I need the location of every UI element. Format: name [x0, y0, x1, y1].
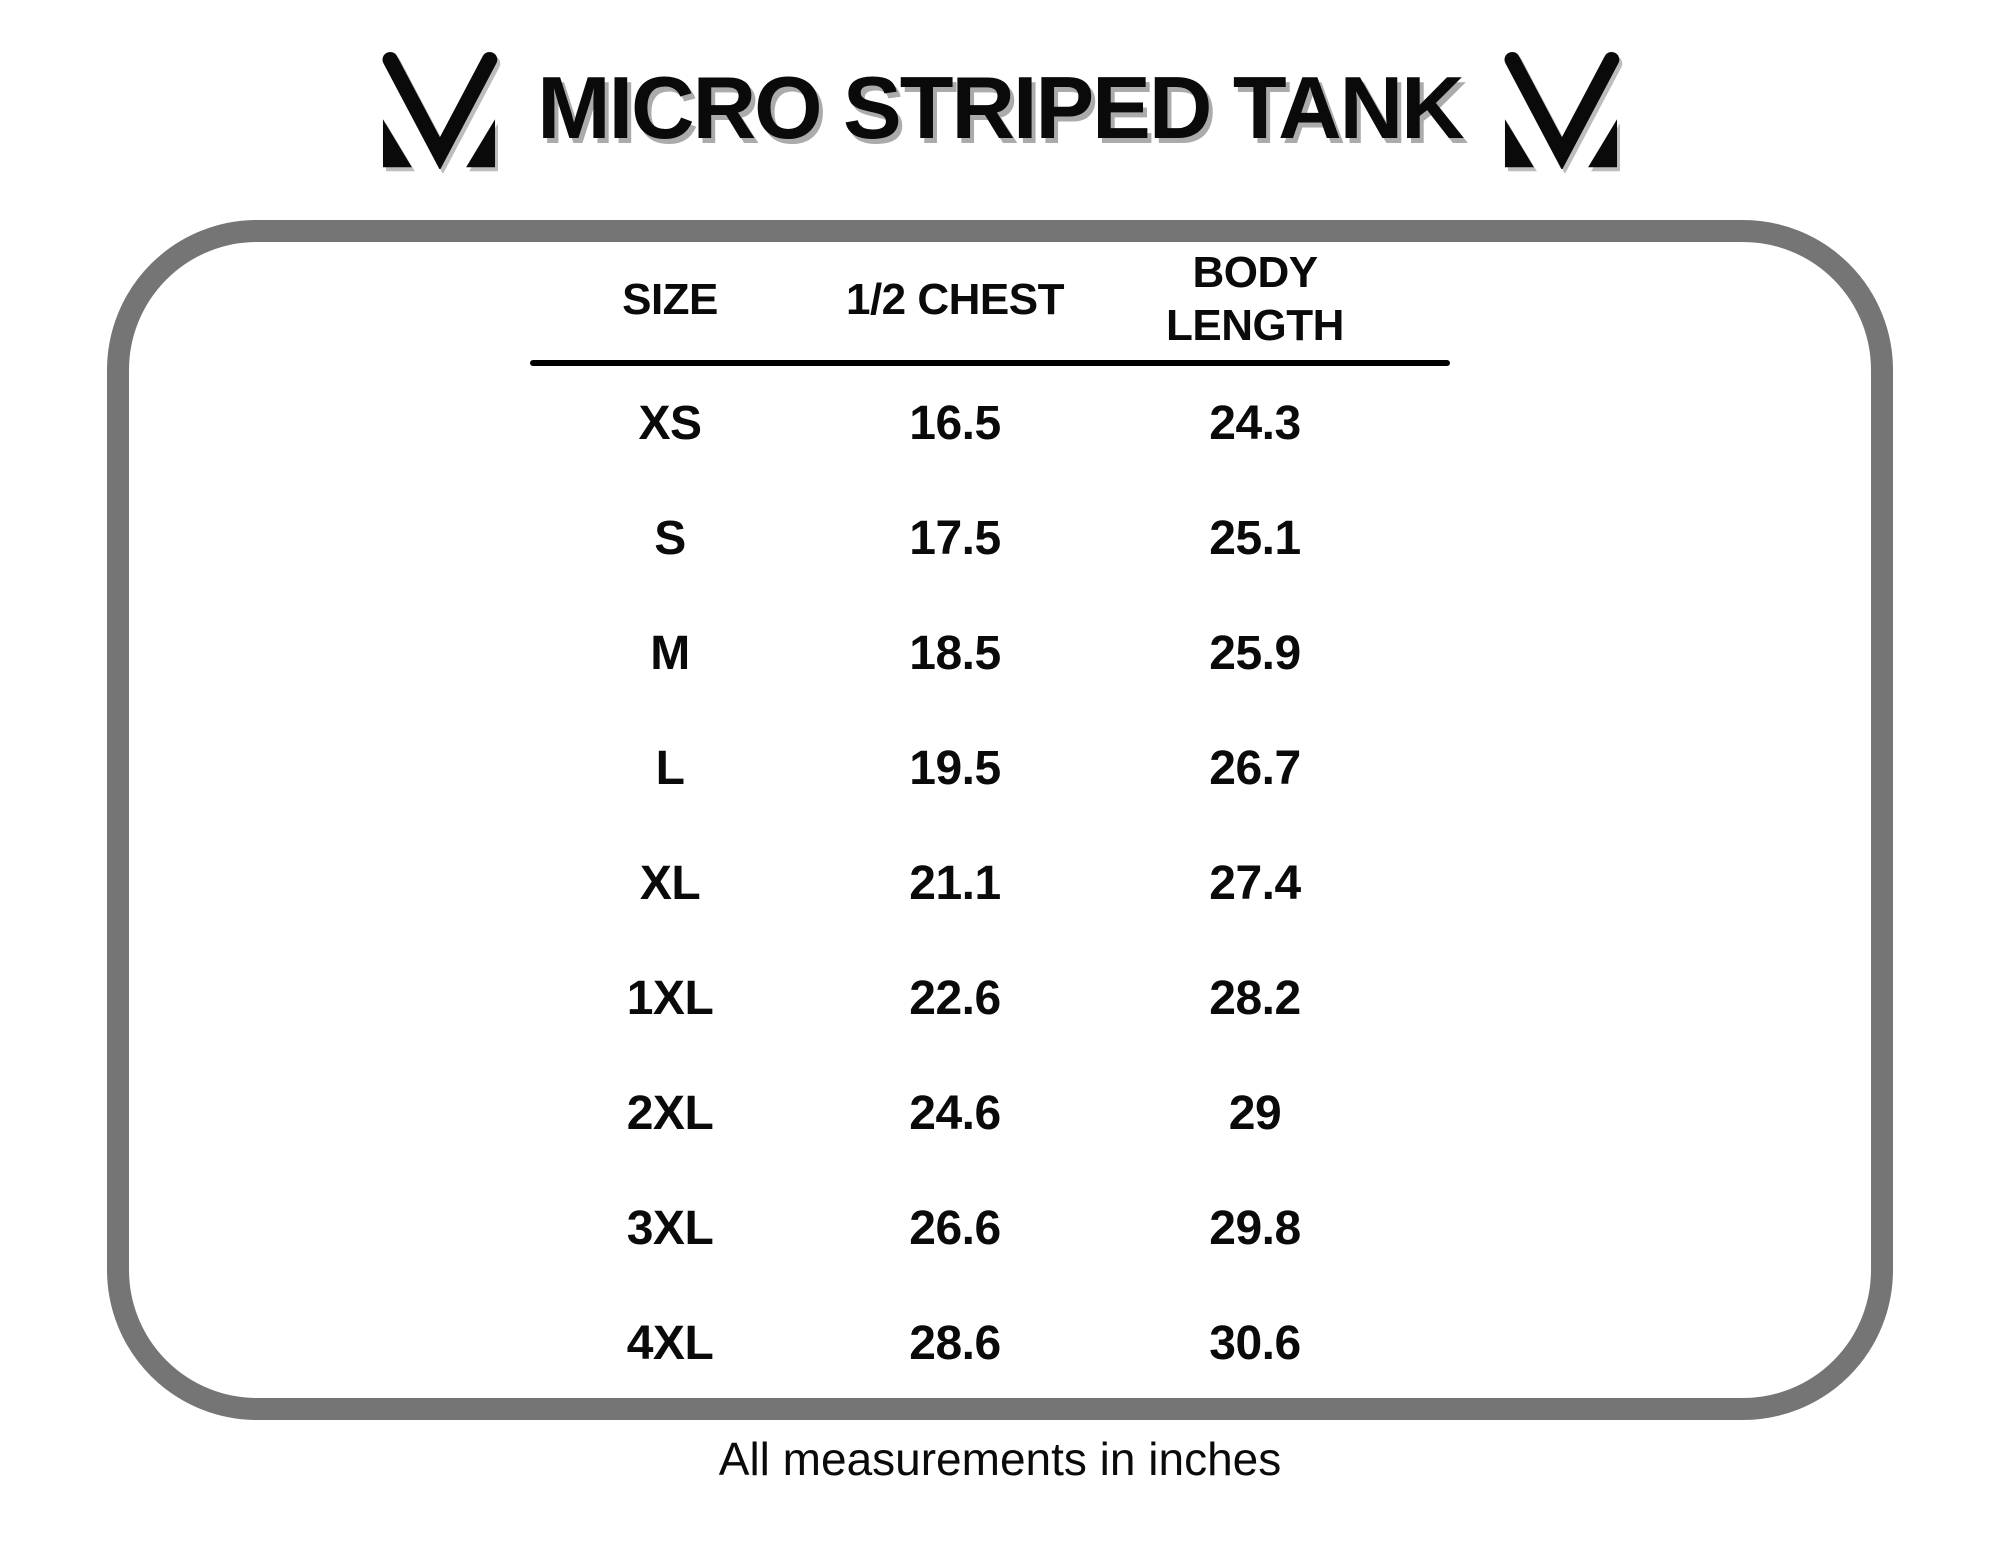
header-divider-line — [530, 360, 1450, 366]
body-length-cell: 28.2 — [1209, 972, 1301, 1025]
brand-header: MICRO STRIPED TANK — [0, 38, 2000, 178]
size-table: SIZE 1/2 CHEST BODY LENGTH XS 16.5 24.3 … — [530, 240, 1450, 1401]
m-monogram-icon — [371, 47, 507, 169]
table-row: XS 16.5 24.3 — [530, 366, 1450, 481]
m-monogram-icon — [1493, 47, 1629, 169]
body-length-cell: 25.9 — [1209, 627, 1301, 680]
half-chest-cell: 22.6 — [909, 972, 1001, 1025]
body-length-cell: 29 — [1228, 1087, 1282, 1140]
half-chest-cell: 17.5 — [909, 512, 1001, 565]
half-chest-cell: 21.1 — [909, 857, 1001, 910]
table-row: 1XL 22.6 28.2 — [530, 941, 1450, 1056]
half-chest-cell: 19.5 — [909, 742, 1001, 795]
half-chest-cell: 28.6 — [909, 1317, 1001, 1370]
table-header-row: SIZE 1/2 CHEST BODY LENGTH — [530, 240, 1450, 360]
table-row: S 17.5 25.1 — [530, 481, 1450, 596]
body-length-cell: 24.3 — [1209, 397, 1301, 450]
column-header-size: SIZE — [622, 274, 718, 324]
body-length-cell: 27.4 — [1209, 857, 1301, 910]
column-header-half-chest: 1/2 CHEST — [845, 274, 1065, 324]
body-length-cell: 30.6 — [1209, 1317, 1301, 1370]
table-row: XL 21.1 27.4 — [530, 826, 1450, 941]
table-row: 2XL 24.6 29 — [530, 1056, 1450, 1171]
size-cell: 2XL — [626, 1087, 714, 1140]
table-row: M 18.5 25.9 — [530, 596, 1450, 711]
half-chest-cell: 18.5 — [909, 627, 1001, 680]
half-chest-cell: 16.5 — [909, 397, 1001, 450]
half-chest-cell: 26.6 — [909, 1202, 1001, 1255]
table-row: L 19.5 26.7 — [530, 711, 1450, 826]
chart-frame — [107, 220, 1893, 1420]
size-cell: S — [654, 512, 686, 565]
size-cell: L — [655, 742, 685, 795]
body-length-cell: 29.8 — [1209, 1202, 1301, 1255]
size-cell: 3XL — [626, 1202, 714, 1255]
body-length-cell: 25.1 — [1209, 512, 1301, 565]
body-length-cell: 26.7 — [1209, 742, 1301, 795]
size-cell: XS — [638, 397, 702, 450]
size-cell: M — [650, 627, 690, 680]
column-header-body-length: BODY LENGTH — [1166, 248, 1344, 350]
size-cell: XL — [639, 857, 701, 910]
page-title: MICRO STRIPED TANK — [537, 58, 1464, 157]
size-cell: 1XL — [626, 972, 714, 1025]
table-row: 3XL 26.6 29.8 — [530, 1171, 1450, 1286]
measurements-note: All measurements in inches — [718, 1433, 1282, 1485]
table-row: 4XL 28.6 30.6 — [530, 1286, 1450, 1401]
table-body: XS 16.5 24.3 S 17.5 25.1 M 18.5 25.9 L 1… — [530, 366, 1450, 1401]
size-cell: 4XL — [626, 1317, 714, 1370]
half-chest-cell: 24.6 — [909, 1087, 1001, 1140]
